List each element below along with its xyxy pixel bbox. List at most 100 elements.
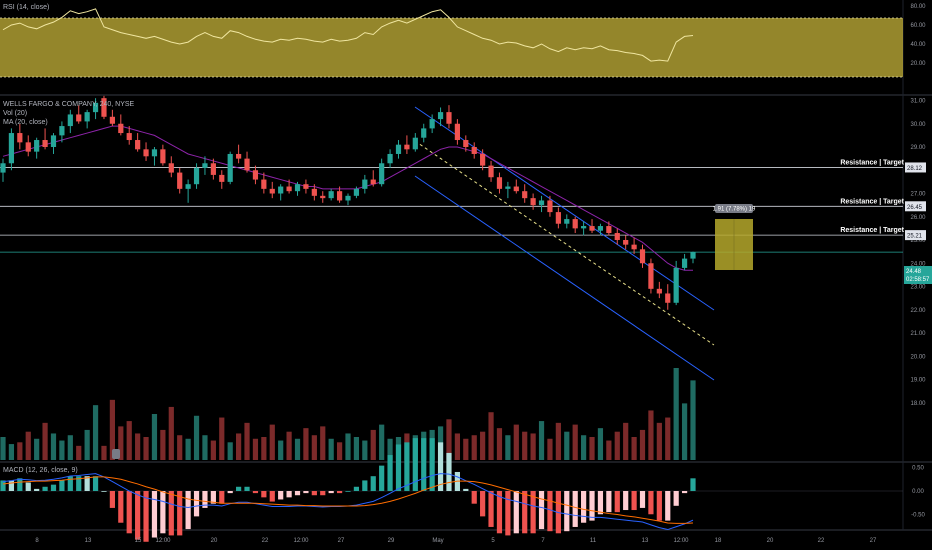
- candle: [151, 147, 158, 166]
- candle: [168, 156, 174, 178]
- volume-bar: [50, 433, 57, 460]
- time-tick: 18: [715, 538, 722, 544]
- macd-histogram-bar: [547, 491, 553, 532]
- event-marker[interactable]: [112, 449, 120, 459]
- macd-histogram-bar: [370, 476, 376, 491]
- candle: [404, 135, 410, 154]
- measure-badge: [715, 204, 753, 213]
- macd-histogram-bar: [681, 491, 688, 494]
- volume-bar: [673, 368, 679, 460]
- volume-bar: [135, 433, 141, 460]
- resistance-labels: Resistance | Target Resistance | Target Re…: [840, 159, 904, 234]
- macd-histogram-bar: [597, 491, 604, 515]
- time-tick: 11: [590, 538, 597, 544]
- macd-histogram-bar: [101, 491, 107, 492]
- price-tick: 30.00: [910, 122, 926, 128]
- candle: [336, 186, 343, 203]
- volume-bar: [513, 424, 519, 460]
- volume-bar: [151, 414, 158, 460]
- volume-bar: [25, 431, 31, 460]
- macd-histogram-bar: [177, 491, 183, 536]
- macd-histogram-bar: [665, 491, 671, 521]
- volume-bar: [336, 442, 343, 460]
- macd-histogram-bar: [118, 491, 124, 523]
- macd-histogram-bar: [303, 491, 309, 494]
- candle: [42, 128, 48, 150]
- candle: [345, 193, 351, 206]
- macd-histogram-bar: [92, 476, 99, 491]
- volume-bar: [505, 435, 511, 460]
- macd-histogram-bar: [126, 491, 132, 534]
- macd-histogram-bar: [345, 491, 351, 492]
- price-tick: 26.00: [910, 215, 926, 221]
- volume-bar: [84, 429, 90, 460]
- macd-histogram-bar: [193, 491, 200, 517]
- volume-bar: [581, 435, 587, 460]
- macd-histogram-bar: [496, 491, 503, 534]
- volume-bar: [665, 417, 671, 460]
- candle: [631, 237, 637, 254]
- candle: [379, 158, 385, 187]
- candle: [429, 114, 435, 134]
- macd-histogram-bar: [252, 491, 259, 494]
- macd-histogram-bar: [631, 491, 637, 511]
- volume-bar: [345, 433, 351, 460]
- candle: [244, 151, 250, 173]
- volume-bar: [370, 429, 376, 460]
- candle: [0, 158, 6, 182]
- volume-bars: [0, 368, 696, 460]
- volume-bar: [623, 422, 629, 460]
- macd-histogram-bar: [236, 486, 242, 491]
- macd-histogram-bar: [395, 444, 402, 491]
- candle: [177, 167, 183, 194]
- candle: [564, 214, 570, 229]
- volume-bar: [193, 415, 200, 460]
- candle: [8, 128, 15, 171]
- price-tick: 21.00: [910, 331, 926, 337]
- candle: [471, 142, 477, 159]
- macd-histogram-bar: [210, 491, 216, 504]
- signal-line: [2, 476, 694, 524]
- macd-histogram-bar: [269, 491, 275, 502]
- channel-lower-line[interactable]: [414, 175, 715, 381]
- candle: [185, 179, 191, 203]
- macd-histogram-bar: [219, 491, 225, 504]
- macd-histogram-bar: [151, 491, 158, 538]
- macd-histogram-bar: [34, 488, 40, 491]
- volume-bar: [656, 422, 662, 460]
- rsi-series: [2, 8, 694, 62]
- last-price-badge: [904, 266, 932, 284]
- ma-20-line: [2, 125, 693, 271]
- macd-histogram-bar: [463, 488, 469, 491]
- macd-histogram-bar: [261, 491, 267, 498]
- candle: [530, 193, 536, 210]
- volume-bar: [555, 422, 561, 460]
- time-tick: 22: [818, 538, 825, 544]
- candle: [34, 137, 40, 159]
- price-tick: 20.00: [910, 354, 926, 360]
- channel-median-line[interactable]: [414, 140, 715, 346]
- volume-bar: [547, 438, 553, 460]
- candle: [269, 181, 275, 199]
- macd-histogram-bar: [656, 491, 662, 521]
- volume-bar: [311, 435, 317, 460]
- volume-bar: [648, 410, 654, 460]
- candle: [202, 156, 208, 175]
- time-tick: 8: [35, 538, 39, 544]
- candle: [118, 114, 124, 136]
- candle: [328, 188, 334, 201]
- candle: [67, 109, 73, 134]
- macd-histogram-bar: [168, 491, 174, 536]
- time-tick: 12:00: [155, 538, 171, 544]
- candle: [446, 105, 452, 129]
- time-tick: 13: [85, 538, 92, 544]
- candle: [143, 142, 149, 161]
- volume-bar: [143, 437, 149, 460]
- time-tick: 29: [388, 538, 395, 544]
- macd-tick: 0.00: [912, 489, 924, 495]
- volume-bar: [42, 422, 48, 460]
- macd-histogram-bar: [76, 476, 82, 491]
- macd-histogram-bar: [639, 491, 646, 508]
- volume-bar: [488, 412, 494, 460]
